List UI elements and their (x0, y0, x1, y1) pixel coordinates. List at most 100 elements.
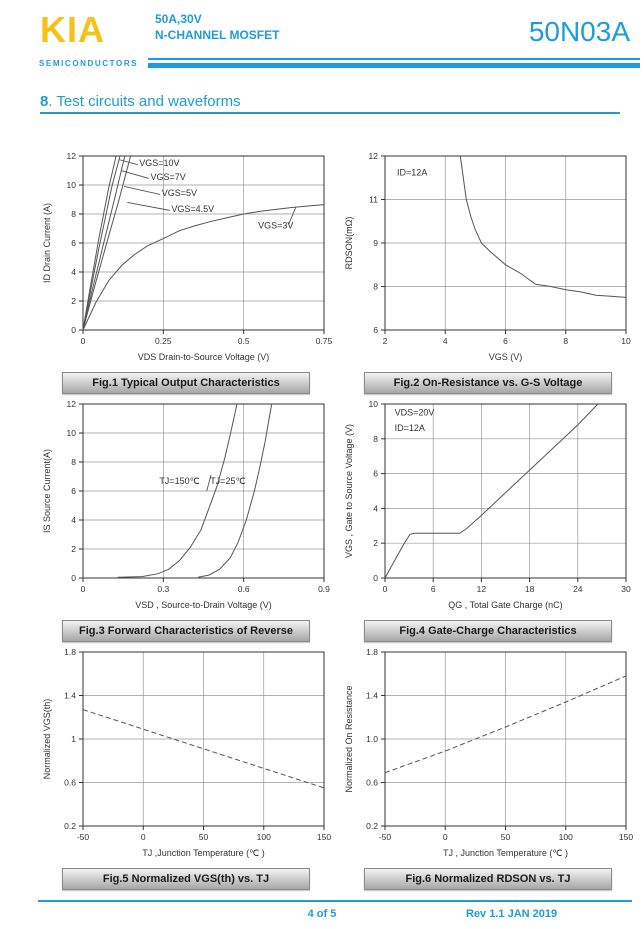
x-tick-label: 2 (383, 336, 388, 346)
leader-line (127, 201, 170, 211)
section-number: 8 (40, 93, 49, 110)
y-tick-label: 8 (71, 457, 76, 467)
leader-line (118, 159, 138, 166)
x-tick-label: 0 (141, 832, 146, 842)
page-number: 4 of 5 (307, 908, 337, 920)
figure-3-chart: 0 0.3 0.6 0.9 0 2 4 6 8 10 12 VSD , Source-to-Drain… (42, 399, 330, 610)
series-TJ=25C (198, 403, 273, 578)
device-type: N-CHANNEL MOSFET (155, 28, 280, 42)
section-underline (40, 112, 620, 114)
figure-1: 0 0.25 0.5 0.75 0 2 4 6 8 10 12 VDS Drain-to-Source… (36, 146, 336, 394)
x-tick-label: 4 (443, 336, 448, 346)
x-tick-label: -50 (77, 832, 90, 842)
x-tick-label: 0.25 (155, 336, 172, 346)
y-tick-label: 1.0 (366, 734, 378, 744)
figure-5: -50 0 50 100 150 0.2 0.6 1 1.4 1.8 TJ ,Junction Te… (36, 642, 336, 890)
y-tick-label: 11 (369, 195, 378, 205)
revision-info: Rev 1.1 JAN 2019 (466, 908, 558, 920)
y-tick-label: 6 (373, 325, 378, 335)
y-tick-label: 0.2 (64, 821, 76, 831)
figure-2: 2 4 6 8 10 6 8 9 11 12 VGS (V) RDSON(mΩ) ID=12A Fig.… (338, 146, 638, 394)
figure-1-caption: Fig.1 Typical Output Characteristics (62, 372, 310, 394)
figure-6: -50 0 50 100 150 0.2 0.6 1.0 1.4 1.8 TJ , Junction… (338, 642, 638, 890)
x-tick-label: 30 (621, 584, 631, 594)
y-axis-label: VGS , Gate to Source Voltage (V) (344, 424, 354, 558)
series-VGS=7V (82, 155, 121, 331)
footer-rule (38, 900, 632, 902)
y-tick-label: 4 (373, 503, 378, 513)
header-rule-thick (148, 63, 640, 68)
y-tick-label: 4 (71, 515, 76, 525)
part-number: 50N03A (528, 16, 630, 47)
annotation: VGS=3V (258, 221, 293, 231)
brand-logo-subtext: SEMICONDUCTORS (39, 59, 139, 68)
x-tick-label: 24 (573, 584, 583, 594)
figure-5-chart: -50 0 50 100 150 0.2 0.6 1 1.4 1.8 TJ ,Junction Te… (42, 647, 331, 858)
y-tick-label: 1.8 (366, 647, 378, 657)
y-tick-label: 8 (373, 434, 378, 444)
leader-line (124, 186, 161, 195)
y-tick-label: 1.4 (366, 691, 378, 701)
y-axis-label: IS Source Current(A) (42, 449, 52, 533)
annotation: VGS=5V (162, 188, 197, 198)
x-tick-label: 100 (559, 832, 573, 842)
y-tick-label: 0.6 (64, 778, 76, 788)
y-tick-label: 0 (71, 573, 76, 583)
y-tick-label: 1 (71, 734, 76, 744)
series-VGS=5V (82, 155, 126, 331)
x-axis-label: VGS (V) (489, 352, 523, 362)
x-tick-label: 0 (81, 584, 86, 594)
x-axis-label: TJ ,Junction Temperature (℃ ) (142, 848, 264, 858)
x-tick-label: 0.5 (238, 336, 250, 346)
figure-4: 0 6 12 18 24 30 0 2 4 6 8 10 QG , Total Gate Charge … (338, 394, 638, 642)
x-tick-label: 0.9 (318, 584, 330, 594)
annotation: VGS=4.5V (171, 204, 214, 214)
series-VGS=4.5V (82, 155, 132, 331)
annotation: VGS=10V (139, 158, 179, 168)
figure-6-chart: -50 0 50 100 150 0.2 0.6 1.0 1.4 1.8 TJ , Junction… (344, 647, 633, 858)
series-VGS=10V (82, 155, 117, 331)
series-TJ=150C (117, 403, 238, 578)
y-axis-label: ID Drain Current (A) (42, 203, 52, 283)
y-tick-label: 12 (67, 151, 77, 161)
leader-line (288, 207, 297, 225)
y-tick-label: 9 (373, 238, 378, 248)
figure-5-caption: Fig.5 Normalized VGS(th) vs. TJ (62, 868, 310, 890)
device-rating: 50A,30V (155, 12, 202, 26)
x-tick-label: 0 (81, 336, 86, 346)
y-axis-label: Normalized VGS(th) (42, 699, 52, 780)
x-axis-label: TJ , Junction Temperature (℃ ) (443, 848, 568, 858)
figure-2-chart: 2 4 6 8 10 6 8 9 11 12 VGS (V) RDSON(mΩ) ID=12A (344, 151, 631, 362)
leader-line (206, 474, 212, 492)
figure-4-caption: Fig.4 Gate-Charge Characteristics (364, 620, 612, 642)
y-tick-label: 10 (67, 428, 77, 438)
x-tick-label: 50 (501, 832, 511, 842)
x-tick-label: 8 (563, 336, 568, 346)
x-tick-label: 18 (525, 584, 535, 594)
series-normalized-vgsth (82, 709, 325, 789)
header-rule-thin (148, 58, 640, 60)
brand-logo: KIA (40, 9, 105, 50)
y-tick-label: 12 (369, 151, 379, 161)
x-tick-label: 50 (199, 832, 209, 842)
y-tick-label: 10 (67, 180, 77, 190)
series-gate-charge (384, 403, 599, 579)
y-tick-label: 0.6 (366, 778, 378, 788)
x-tick-label: 0.75 (316, 336, 333, 346)
series-RDSON (459, 155, 627, 298)
section-name: . Test circuits and waveforms (48, 93, 241, 110)
section-title: 8. Test circuits and waveforms (40, 93, 241, 110)
x-tick-label: 150 (619, 832, 633, 842)
figure-1-chart: 0 0.25 0.5 0.75 0 2 4 6 8 10 12 VDS Drain-to-Source… (42, 151, 333, 362)
figure-6-caption: Fig.6 Normalized RDSON vs. TJ (364, 868, 612, 890)
y-tick-label: 1.8 (64, 647, 76, 657)
annotation: TJ=150℃ (159, 476, 199, 486)
y-tick-label: 8 (71, 209, 76, 219)
x-axis-label: QG , Total Gate Charge (nC) (448, 600, 562, 610)
y-tick-label: 12 (67, 399, 77, 409)
y-tick-label: 2 (373, 538, 378, 548)
x-tick-label: 0.6 (238, 584, 250, 594)
figure-3: 0 0.3 0.6 0.9 0 2 4 6 8 10 12 VSD , Source-to-Drain… (36, 394, 336, 642)
x-tick-label: -50 (379, 832, 392, 842)
